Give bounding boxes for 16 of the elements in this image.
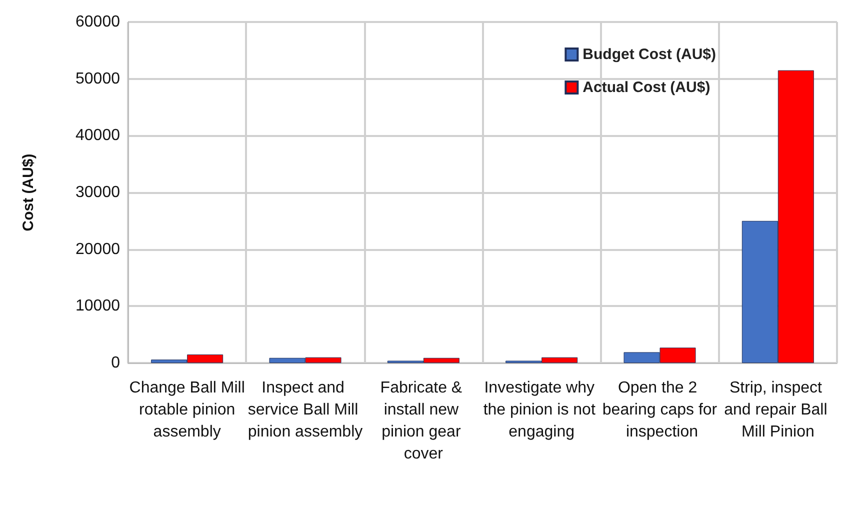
legend-label: Actual Cost (AU$): [582, 79, 710, 96]
x-tick-label: Fabricate & install new pinion gear cover: [380, 380, 467, 462]
y-tick-label: 20000: [76, 240, 120, 258]
y-tick-label: 0: [111, 354, 120, 372]
x-tick-label: Strip, inspect and repair Ball Mill Pinion: [724, 380, 832, 440]
x-tick-label: Inspect and service Ball Mill pinion assembly: [248, 380, 363, 440]
y-tick-label: 50000: [76, 70, 120, 88]
x-tick-label: Open the 2 bearing caps for inspection: [602, 380, 718, 440]
x-tick-label: Investigate why the pinion is not engaging: [483, 380, 600, 440]
x-tick-label: Change Ball Mill rotable pinion assembly: [129, 380, 245, 440]
y-tick-label: 10000: [76, 298, 120, 315]
y-tick-label: 60000: [76, 14, 120, 30]
y-tick-label: 30000: [76, 184, 120, 201]
y-axis-title: Cost (AU$): [20, 154, 37, 232]
legend-label: Budget Cost (AU$): [582, 46, 716, 63]
y-tick-label: 40000: [76, 127, 120, 144]
